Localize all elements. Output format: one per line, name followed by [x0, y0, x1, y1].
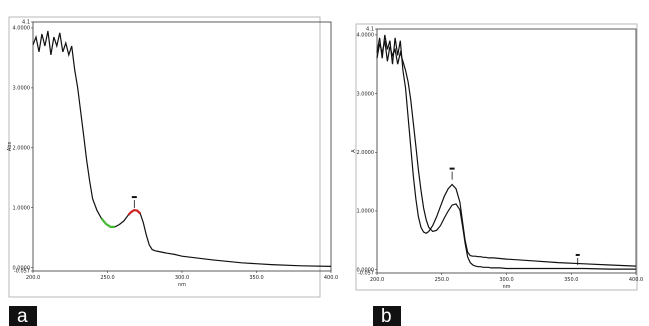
x-tick-label: 400.0 — [629, 277, 643, 283]
x-tick-label: 300.0 — [175, 275, 189, 281]
y-tick-label: 3.0000 — [13, 86, 31, 92]
series-line-1 — [376, 34, 637, 267]
y-tick-label: 0.0000 — [357, 267, 375, 273]
y-tick-label: -0.057 — [14, 269, 30, 275]
x-tick-label: 400.0 — [324, 275, 338, 281]
y-tick-label: 2.0000 — [357, 150, 375, 156]
y-tick-label: 4.1 — [22, 20, 30, 26]
panel-label: b — [381, 306, 392, 326]
y-tick-label: 1.0000 — [357, 209, 375, 215]
x-tick-label: 250.0 — [435, 277, 449, 283]
panel-label: a — [17, 306, 28, 326]
peak-highlight — [127, 208, 142, 216]
y-tick-label: 3.0000 — [357, 91, 375, 97]
x-tick-label: 350.0 — [249, 275, 263, 281]
y-axis-label: Abs — [7, 142, 13, 152]
panel-label-box — [373, 306, 401, 326]
peak-marker-label — [131, 196, 137, 199]
x-tick-label: 200.0 — [370, 277, 384, 283]
y-tick-label: 4.0000 — [357, 33, 375, 39]
y-tick-label: 4.1 — [366, 27, 374, 33]
x-tick-label: 350.0 — [564, 277, 578, 283]
peak-marker-label — [449, 167, 455, 170]
x-axis-label: nm — [502, 284, 510, 290]
panel-frame — [8, 16, 321, 298]
panel-label-box — [9, 306, 37, 326]
valley-highlight — [100, 217, 115, 228]
panel-frame — [355, 23, 638, 291]
extra-marker-label — [575, 253, 580, 256]
y-tick-label: -0.057 — [358, 271, 374, 277]
y-tick-label: 0.0000 — [13, 265, 31, 271]
series-line-1 — [32, 30, 332, 267]
x-axis-label: nm — [178, 282, 186, 288]
plot-area — [32, 21, 332, 272]
y-axis-label: A — [351, 149, 357, 153]
y-tick-label: 2.0000 — [13, 145, 31, 151]
x-tick-label: 300.0 — [499, 277, 513, 283]
y-tick-label: 4.0000 — [13, 26, 31, 32]
x-tick-label: 200.0 — [26, 275, 40, 281]
x-tick-label: 250.0 — [100, 275, 114, 281]
series-line-2 — [376, 40, 636, 270]
y-tick-label: 1.0000 — [13, 205, 31, 211]
